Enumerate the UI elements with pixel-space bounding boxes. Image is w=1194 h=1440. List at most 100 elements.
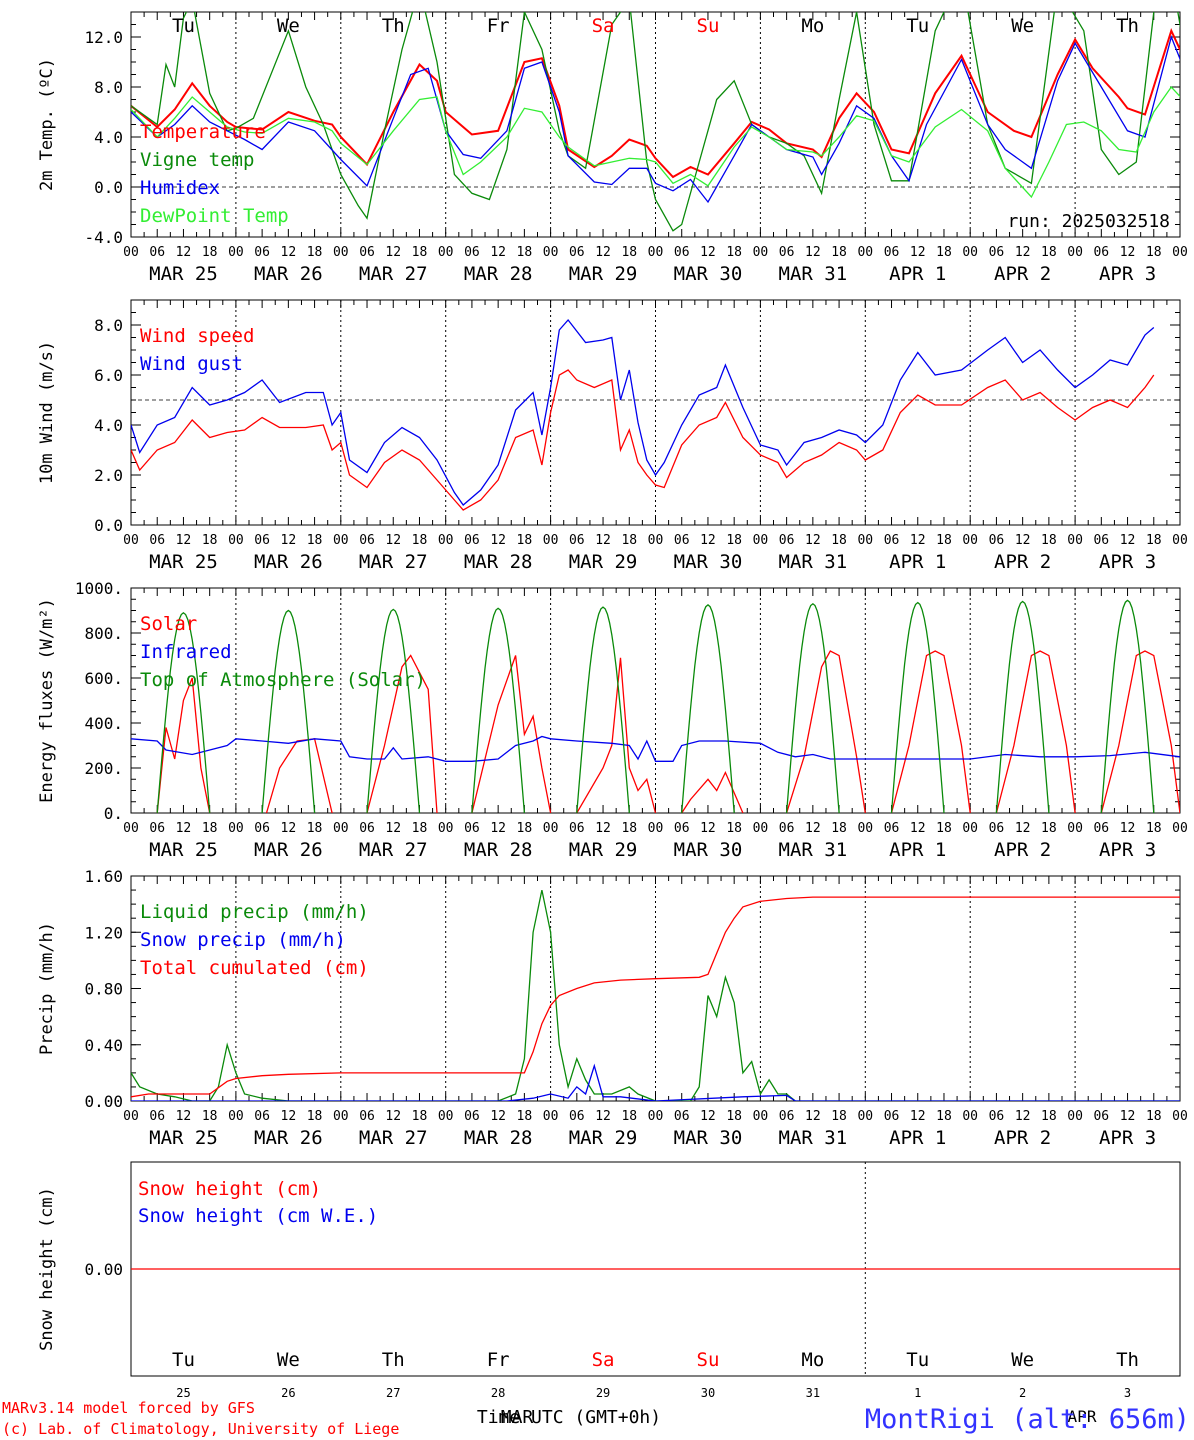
series-line-top-of-atmosphere-solar- [471,607,526,813]
time-axis-overlap: MAR [501,1407,534,1428]
series-line-top-of-atmosphere-solar- [995,600,1050,813]
date-label: APR 1 [889,551,946,573]
weekday-label: Tu [906,1349,929,1371]
hour-tick-label: 18 [517,245,533,260]
hour-tick-label: 12 [1015,533,1031,548]
y-tick-label: 0.0 [94,178,123,197]
y-axis-label: Snow height (cm) [37,1187,57,1351]
series-line-solar [995,650,1076,813]
weekday-label: Th [1116,15,1139,37]
hour-tick-label: 18 [1041,1109,1057,1124]
hour-tick-label: 06 [674,245,690,260]
hour-tick-label: 00 [1172,533,1188,548]
day-number: 1 [914,1386,921,1400]
date-label: MAR 31 [779,263,848,285]
series-line-solar [156,677,211,813]
hour-tick-label: 00 [543,821,559,836]
y-tick-label: 600. [84,669,123,688]
hour-tick-label: 06 [464,245,480,260]
hour-tick-label: 00 [1067,245,1083,260]
hour-tick-label: 12 [1120,245,1136,260]
day-number: 31 [806,1386,820,1400]
hour-tick-label: 06 [359,821,375,836]
series-line-liquid-precip-mm-h- [131,889,1180,1101]
hour-tick-label: 18 [621,245,637,260]
hour-tick-label: 00 [543,1109,559,1124]
hour-tick-label: 18 [726,245,742,260]
series-line-humidex [131,34,1180,204]
date-label: MAR 29 [569,839,638,861]
hour-tick-label: 12 [176,245,192,260]
legend-entry: Wind speed [140,325,254,347]
legend-entry: Snow height (cm W.E.) [138,1205,378,1227]
hour-tick-label: 18 [621,821,637,836]
hour-tick-label: 06 [989,1109,1005,1124]
date-label: APR 3 [1099,839,1156,861]
hour-tick-label: 18 [1146,533,1162,548]
hour-tick-label: 18 [621,1109,637,1124]
series-line-dewpoint-temp [131,85,1180,199]
date-label: MAR 30 [674,551,743,573]
date-label: MAR 26 [254,1127,323,1149]
hour-tick-label: 06 [359,1109,375,1124]
hour-tick-label: 06 [254,245,270,260]
hour-tick-label: 18 [202,533,218,548]
hour-tick-label: 06 [464,1109,480,1124]
lab-credit: (c) Lab. of Climatology, University of L… [2,1420,399,1438]
series-group [131,318,1155,511]
date-label: APR 2 [994,1127,1051,1149]
hour-tick-label: 12 [700,1109,716,1124]
legend-entry: Snow precip (mm/h) [140,929,346,951]
hour-tick-label: 18 [307,245,323,260]
hour-tick-label: 18 [517,821,533,836]
date-label: APR 2 [994,263,1051,285]
hour-tick-label: 12 [595,821,611,836]
y-axis-label: 2m Temp. (ºC) [37,58,57,191]
hour-tick-label: 18 [936,821,952,836]
hour-tick-label: 06 [674,1109,690,1124]
date-label: MAR 28 [464,1127,533,1149]
hour-tick-label: 06 [359,533,375,548]
weekday-label: Fr [487,1349,510,1371]
series-line-snow-precip-mm-h- [131,1063,1180,1101]
y-tick-label: 1000. [75,579,123,598]
date-label: MAR 30 [674,1127,743,1149]
series-line-wind-gust [131,318,1155,506]
series-line-wind-speed [131,369,1155,511]
y-tick-label: 0.0 [94,516,123,535]
hour-tick-label: 18 [412,533,428,548]
date-label: MAR 30 [674,263,743,285]
hour-tick-label: 12 [805,821,821,836]
hour-tick-label: 06 [149,245,165,260]
hour-tick-label: 12 [805,1109,821,1124]
hour-tick-label: 12 [1015,245,1031,260]
hour-tick-label: 06 [254,1109,270,1124]
hour-tick-label: 00 [753,1109,769,1124]
date-label: MAR 26 [254,263,323,285]
date-label: MAR 28 [464,263,533,285]
date-label: APR 2 [994,839,1051,861]
y-axis-label: 10m Wind (m/s) [37,341,57,484]
legend-entry: Total cumulated (cm) [140,957,369,979]
hour-tick-label: 00 [333,821,349,836]
hour-tick-label: 00 [543,533,559,548]
date-label: APR 3 [1099,1127,1156,1149]
series-line-solar [265,738,333,813]
y-tick-label: 0. [104,804,123,823]
hour-tick-label: 12 [176,821,192,836]
panel-1: -4.0 0.0 4.0 8.0 12.0 2m Temp. (ºC) Temperatur… [37,11,1188,285]
hour-tick-label: 12 [595,1109,611,1124]
weekday-label: We [277,1349,300,1371]
series-line-top-of-atmosphere-solar- [785,602,840,813]
hour-tick-label: 00 [1172,1109,1188,1124]
hour-tick-label: 18 [202,821,218,836]
hour-tick-label: 12 [385,1109,401,1124]
hour-tick-label: 00 [228,533,244,548]
date-label: MAR 28 [464,551,533,573]
series-line-solar [366,654,438,813]
date-label: MAR 27 [359,839,428,861]
series-line-top-of-atmosphere-solar- [576,606,630,813]
hour-tick-label: 12 [490,821,506,836]
y-tick-label: 6.0 [94,366,123,385]
